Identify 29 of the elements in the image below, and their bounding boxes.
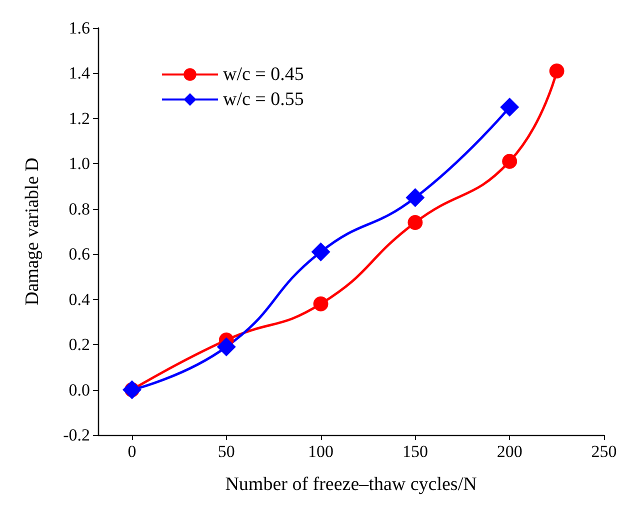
y-tick-label: 0.6 [68,244,90,264]
point [216,337,236,356]
y-tick-label: 0.0 [68,380,90,400]
y-tick-label: 1.6 [68,18,90,38]
point [122,380,142,400]
y-tick-label: 0.2 [68,335,90,354]
y-tick-label: -0.2 [63,426,90,444]
point [500,98,520,117]
x-tick-label: 100 [308,442,334,461]
point [311,242,330,262]
legend-label: w/c = 0.45 [223,64,304,85]
legend-label: w/c = 0.55 [223,89,304,110]
y-axis-title: Damage variable D [22,158,43,306]
y-tick-label: 1.4 [68,64,90,83]
point [549,63,564,78]
point [502,154,518,169]
y-tick-label: 0.8 [68,199,90,218]
x-tick-label: 200 [496,442,522,461]
point [408,214,423,230]
y-tick-label: 1.0 [68,154,90,174]
x-tick-label: 250 [591,442,617,461]
x-tick-label: 0 [128,442,136,461]
y-tick-label: 0.4 [68,290,90,309]
x-axis-title: Number of freeze–thaw cycles/N [225,474,478,495]
x-tick-label: 150 [402,442,428,461]
x-tick-label: 50 [218,442,235,461]
y-tick-label: 1.2 [68,108,90,128]
point [406,188,425,208]
point [313,296,328,312]
